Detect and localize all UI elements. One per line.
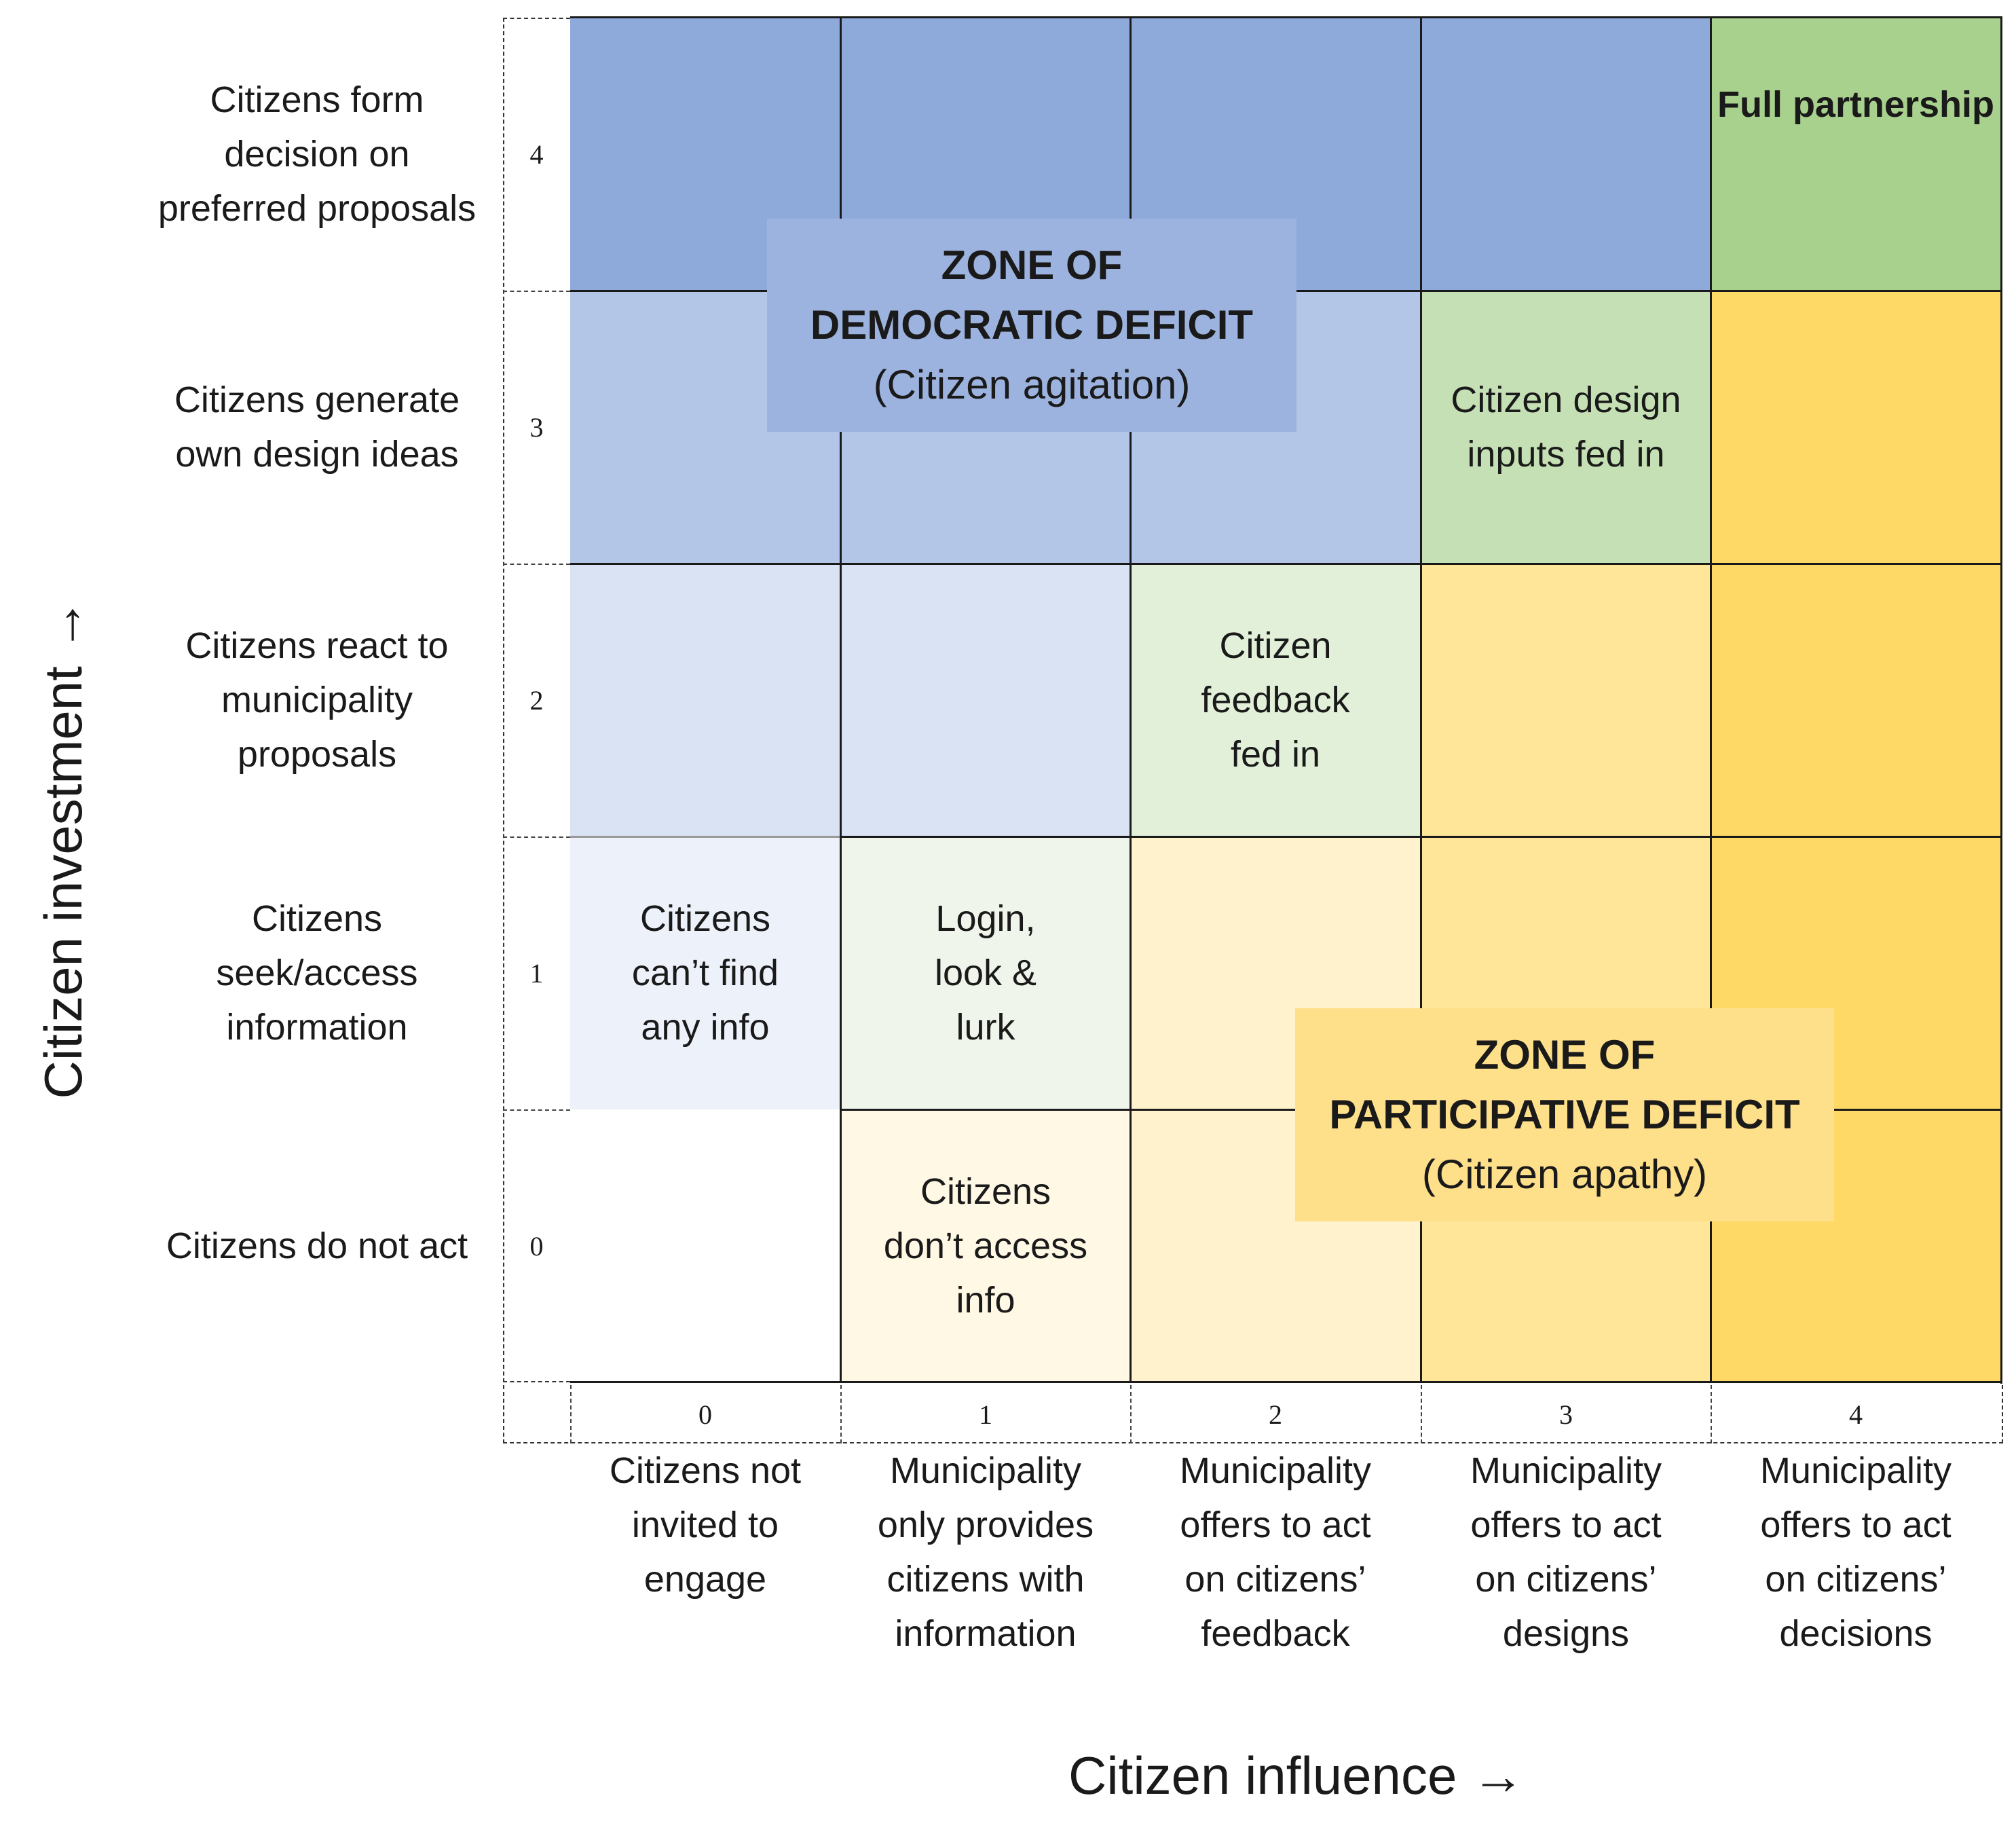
- cell-cant-find-info: Citizens can’t find any info: [631, 898, 779, 1048]
- cell-dont-access-info: Citizens don’t access info: [883, 1171, 1088, 1321]
- grid-line: [570, 563, 2001, 565]
- x-level-2: 2: [1269, 1399, 1282, 1430]
- cell-login-look-lurk: Login, look & lurk: [934, 898, 1037, 1048]
- y-level-1: 1: [529, 957, 544, 989]
- zone-democratic-subtitle: (Citizen agitation): [873, 362, 1191, 407]
- grid-cell: [840, 564, 1130, 836]
- column-label-0: Citizens not invited to engage: [609, 1450, 802, 1600]
- grid-line: [570, 1381, 2002, 1383]
- grid-cell: [1711, 564, 2001, 836]
- row-label-4: Citizens form decision on preferred prop…: [157, 79, 477, 229]
- grid-line: [840, 16, 842, 1382]
- grid-cell: [1421, 18, 1711, 291]
- x-level-strip: [503, 1385, 2003, 1443]
- row-label-3: Citizens generate own design ideas: [174, 380, 460, 475]
- x-strip-divider: [1711, 1385, 1712, 1443]
- zone-participative-title-line2: PARTICIPATIVE DEFICIT: [1329, 1092, 1800, 1137]
- column-label-4: Municipality offers to act on citizens’ …: [1759, 1450, 1952, 1654]
- cell-design-inputs: Citizen design inputs fed in: [1451, 380, 1681, 475]
- zone-democratic-title-line1: ZONE OF: [941, 242, 1123, 288]
- row-label-0: Citizens do not act: [166, 1226, 468, 1266]
- grid-cell: [1711, 18, 2001, 291]
- grid-cell: [570, 564, 840, 836]
- grid-cell: [1130, 564, 1421, 836]
- zone-democratic-title-line2: DEMOCRATIC DEFICIT: [810, 302, 1254, 348]
- row-label-2: Citizens react to municipality proposals: [185, 625, 449, 775]
- grid-cell: [570, 1109, 840, 1382]
- cell-full-partnership: Full partnership: [1717, 84, 1995, 125]
- grid-cell: [1421, 291, 1711, 564]
- zone-democratic-deficit: ZONE OF DEMOCRATIC DEFICIT (Citizen agit…: [767, 219, 1296, 432]
- y-level-2: 2: [529, 684, 544, 716]
- y-strip-divider: [503, 564, 570, 565]
- grid-line: [2000, 16, 2002, 1384]
- y-level-4: 4: [529, 139, 544, 170]
- column-label-1: Municipality only provides citizens with…: [877, 1450, 1094, 1654]
- y-axis-title: Citizen investment →: [33, 598, 93, 1099]
- grid-cell: [840, 836, 1130, 1109]
- grid-cell: [1421, 564, 1711, 836]
- cell-feedback: Citizen feedback fed in: [1201, 625, 1350, 775]
- x-strip-divider: [840, 1385, 842, 1443]
- grid-cell: [840, 1109, 1130, 1382]
- zone-participative-subtitle: (Citizen apathy): [1421, 1152, 1708, 1197]
- grid-line: [570, 16, 2002, 18]
- x-strip-divider: [1421, 1385, 1422, 1443]
- row-label-1: Citizens seek/access information: [216, 898, 418, 1048]
- y-axis-title-wrap: Citizen investment →: [26, 570, 100, 1127]
- x-axis-title: Citizen influence →: [1068, 1745, 1525, 1805]
- x-level-0: 0: [698, 1399, 712, 1430]
- y-level-3: 3: [529, 411, 544, 443]
- column-label-3: Municipality offers to act on citizens’ …: [1470, 1450, 1662, 1654]
- column-label-2: Municipality offers to act on citizens’ …: [1179, 1450, 1372, 1654]
- grid-line: [1130, 16, 1132, 1382]
- grid-line: [1420, 16, 1422, 1382]
- grid-cell: [1711, 291, 2001, 564]
- grid-line: [570, 836, 840, 838]
- y-strip-divider: [503, 1109, 570, 1111]
- zone-participative-title-line1: ZONE OF: [1474, 1032, 1656, 1078]
- zone-participative-deficit: ZONE OF PARTICIPATIVE DEFICIT (Citizen a…: [1295, 1008, 1834, 1221]
- x-strip-divider: [1130, 1385, 1132, 1443]
- x-level-4: 4: [1849, 1399, 1863, 1430]
- x-level-1: 1: [979, 1399, 992, 1430]
- grid-line: [1710, 16, 1712, 1382]
- y-level-0: 0: [529, 1230, 544, 1262]
- x-strip-divider: [570, 1385, 572, 1443]
- x-level-3: 3: [1559, 1399, 1573, 1430]
- y-strip-divider: [503, 291, 570, 292]
- y-strip-divider: [503, 836, 570, 838]
- y-level-strip: [503, 18, 570, 1382]
- grid-cell: [570, 836, 840, 1109]
